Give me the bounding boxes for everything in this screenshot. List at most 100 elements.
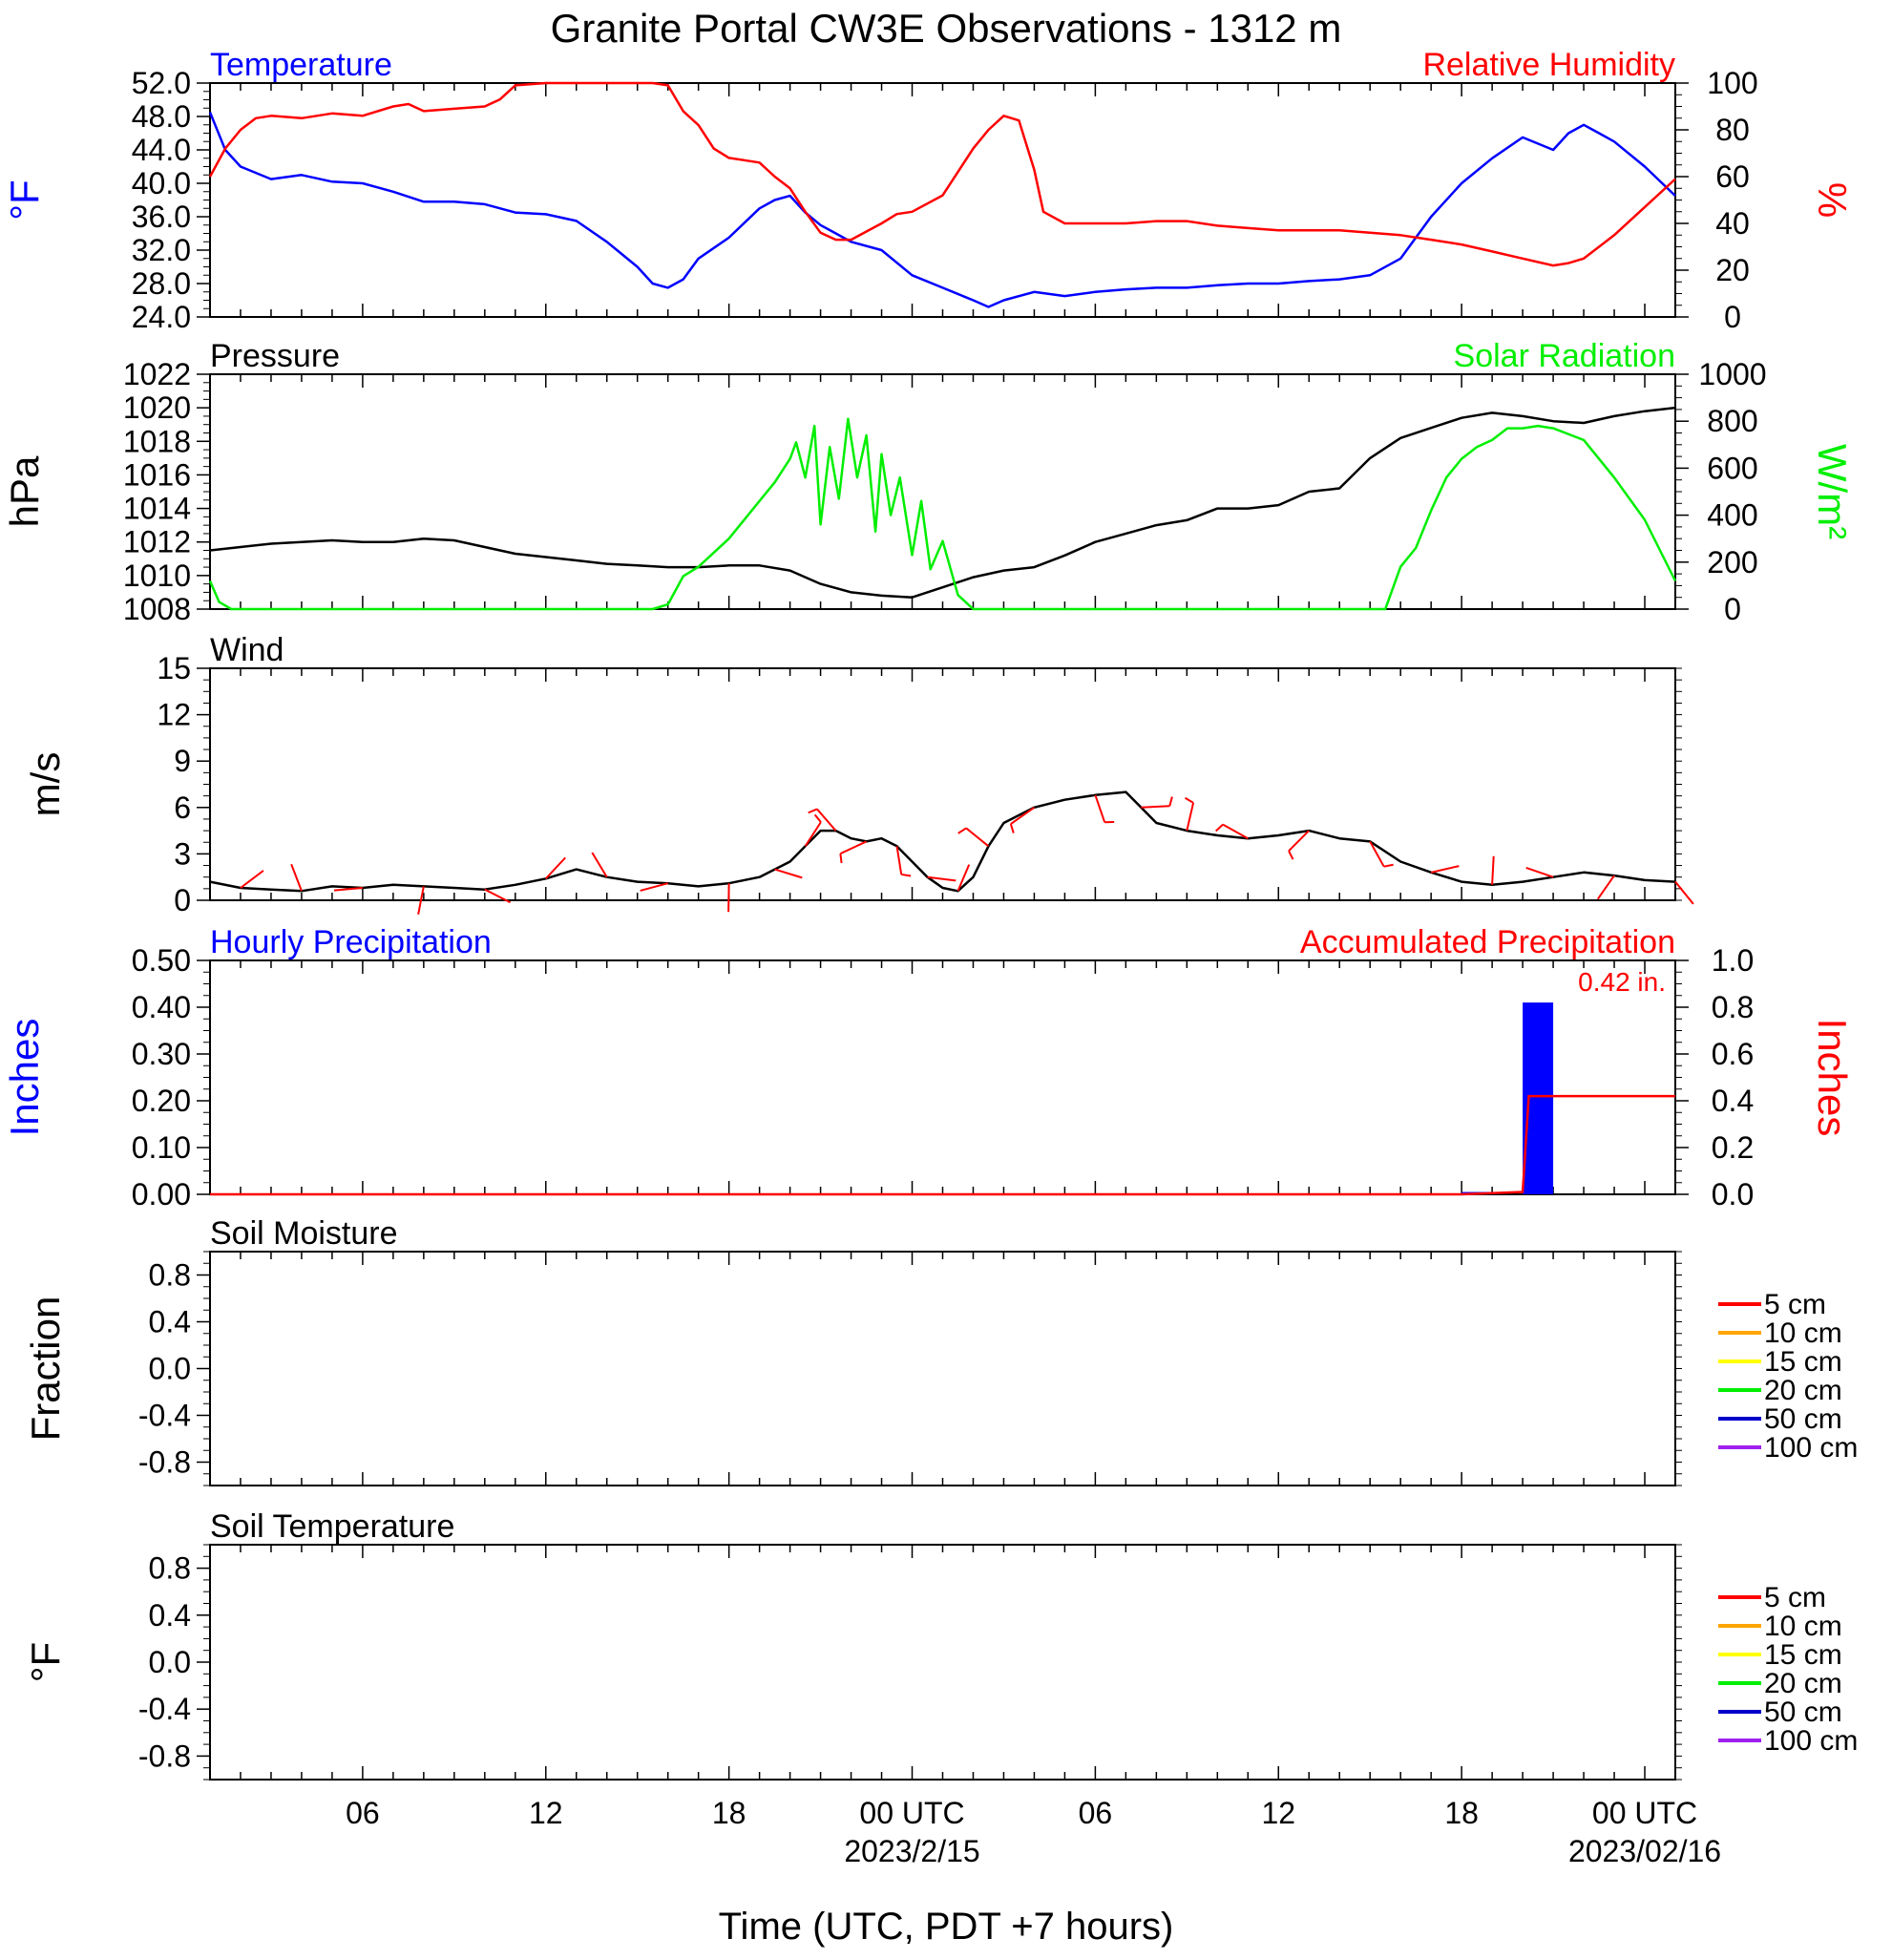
legend-item: 10 cm [1718,1611,1842,1642]
wind-barb [1141,805,1170,809]
wind-barb [1094,794,1106,823]
y-tick-label-left: 44.0 [132,133,191,167]
panel-title-right: Relative Humidity [1422,47,1675,83]
wind-barb [333,887,363,892]
y-tick-label-left: 0.0 [149,1645,191,1679]
y-tick-label-left: 3 [174,836,191,871]
y-tick-label-left: 32.0 [132,233,191,267]
legend-label: 100 cm [1764,1725,1858,1757]
y-tick-label-left: 0.8 [149,1258,191,1293]
precip-bar [1523,1002,1554,1194]
y-tick-label-right: 0.6 [1712,1037,1754,1071]
legend-item: 20 cm [1718,1668,1842,1699]
legend-item: 5 cm [1718,1582,1826,1613]
wind-barb-flag [957,827,967,834]
wind-barb [640,882,668,892]
wind-barb [1010,806,1036,825]
wind-barb [839,840,867,855]
legend-label: 50 cm [1764,1697,1842,1728]
y-tick-label-right: 100 [1707,66,1757,100]
y-tick-label-left: 0.40 [132,990,191,1024]
wind-barb [927,875,957,882]
series-temperature [208,112,1676,308]
wind-barb [1430,865,1460,874]
panel-precipitation: 0.00 0.10 0.20 0.30 0.40 0.50 0.0 0.2 0.4 0.6 0.8 1… [2,924,1855,1212]
accumulated-annotation: 0.42 in. [1578,967,1666,997]
legend-item: 15 cm [1718,1346,1842,1378]
y-axis-label-left: °F [2,179,47,220]
y-axis-label-left: m/s [23,752,68,817]
y-tick-label-left: 1016 [123,457,191,492]
wind-barb [545,856,566,880]
y-tick-label-left: 0.0 [149,1352,191,1386]
y-tick-label-right: 1.0 [1712,943,1754,978]
legend-label: 20 cm [1764,1668,1842,1699]
wind-barb-flag [901,873,912,877]
wind-barb [1222,823,1249,840]
panel-wind: 0 3 6 9 12 15 Wind m/s [23,632,1694,917]
x-tick-label: 06 [1079,1796,1113,1830]
panel-frame [209,82,1676,318]
y-tick-label-left: 1020 [123,390,191,425]
wind-barb [1597,875,1615,900]
wind-barb-flag [808,808,818,814]
wind-barb-flag [1383,863,1394,868]
wind-barb [804,821,822,847]
y-tick-label-right: 400 [1707,498,1757,533]
wind-barb [417,886,425,916]
y-tick-label-right: 0.0 [1712,1177,1754,1212]
panel-title-left: Soil Moisture [210,1215,398,1252]
y-tick-label-left: 1010 [123,558,191,593]
panel-title-right: Solar Radiation [1454,338,1675,374]
wind-barb [1525,866,1554,878]
x-tick-label: 00 UTC [859,1796,964,1830]
series-accumulated-precipitation [210,1094,1675,1196]
legend-item: 15 cm [1718,1639,1842,1671]
wind-barb [1674,880,1694,905]
y-axis-label-right: Inches [1810,1019,1855,1137]
y-tick-label-left: -0.8 [138,1739,191,1773]
legend-label: 15 cm [1764,1639,1842,1671]
series-pressure [209,406,1676,599]
panel-frame [209,959,1676,1195]
y-tick-label-left: 48.0 [132,99,191,134]
x-tick-label: 12 [1261,1796,1295,1830]
legend-label: 10 cm [1764,1317,1842,1349]
panel-title-left: Wind [210,632,284,668]
y-axis-label-left: Fraction [23,1296,68,1442]
x-tick-label: 18 [712,1796,746,1830]
y-tick-label-left: -0.4 [138,1399,191,1433]
panel-title-left: Hourly Precipitation [210,924,492,960]
legend-label: 10 cm [1764,1611,1842,1642]
y-tick-label-left: 1022 [123,357,191,391]
y-tick-label-left: 1014 [123,492,191,526]
panel-soil-moisture: -0.8 -0.4 0.0 0.4 0.8 Soil Moisture Fraction 5 … [23,1215,1858,1486]
wind-barb [774,868,803,879]
y-tick-label-left: 0.00 [132,1177,191,1212]
wind-barb-flag [839,853,843,864]
wind-barb [1369,840,1385,868]
y-axis-label-left: °F [23,1642,68,1682]
x-tick-label: 06 [346,1796,380,1830]
legend-item: 20 cm [1718,1375,1842,1406]
panel-title-left: Soil Temperature [210,1508,454,1545]
series-relative-humidity [208,81,1676,267]
legend-label: 20 cm [1764,1375,1842,1406]
y-axis-label-left: Inches [2,1019,47,1137]
y-tick-label-left: 6 [174,790,191,825]
y-tick-label-left: 12 [157,698,191,732]
y-tick-label-left: 9 [174,744,191,778]
wind-barb [484,888,511,904]
panel-frame [209,667,1676,901]
y-tick-label-right: 0 [1724,300,1741,334]
y-tick-label-right: 0.8 [1712,990,1754,1024]
legend-label: 50 cm [1764,1403,1842,1435]
chart-title: Granite Portal CW3E Observations - 1312 … [551,6,1342,51]
x-tick-label: 00 UTC [1592,1796,1697,1830]
y-tick-label-left: 15 [157,651,191,685]
x-tick-date-label: 2023/02/16 [1568,1834,1721,1868]
y-tick-label-left: 40.0 [132,166,191,200]
y-tick-label-left: -0.4 [138,1692,191,1726]
legend-label: 5 cm [1764,1289,1826,1320]
